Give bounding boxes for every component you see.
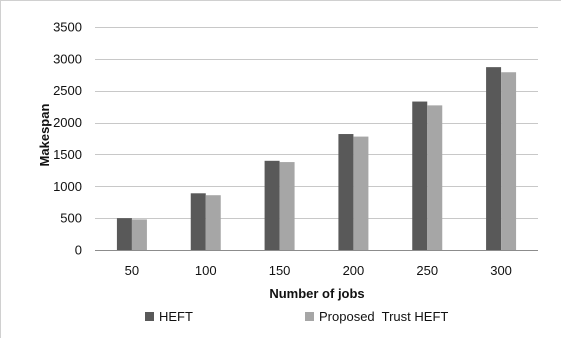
x-tick-label: 150 xyxy=(269,263,291,278)
bars xyxy=(116,67,517,251)
x-axis-tick-labels: 50 100 150 200 250 300 xyxy=(125,263,512,278)
legend-label: Proposed Trust HEFT xyxy=(319,309,448,324)
y-axis-tick-labels: 0 500 1000 1500 2000 2500 3000 3500 xyxy=(53,20,82,258)
x-axis-title: Number of jobs xyxy=(269,286,364,301)
y-tick-label: 1000 xyxy=(53,179,82,194)
bar-heft-300 xyxy=(486,67,502,250)
x-tick-label: 200 xyxy=(343,263,365,278)
bar-heft-250 xyxy=(412,101,428,250)
gridlines xyxy=(95,27,538,251)
x-tick-label: 100 xyxy=(195,263,217,278)
bar-heft-50 xyxy=(116,218,132,250)
legend: HEFT Proposed Trust HEFT xyxy=(145,309,448,324)
bar-proposed-trust-heft-150 xyxy=(279,162,295,250)
y-tick-label: 2500 xyxy=(53,83,82,98)
y-tick-label: 3500 xyxy=(53,20,82,35)
bar-proposed-trust-heft-100 xyxy=(205,195,221,250)
y-tick-label: 1500 xyxy=(53,147,82,162)
x-tick-label: 250 xyxy=(416,263,438,278)
legend-swatch xyxy=(145,312,154,321)
bar-proposed-trust-heft-300 xyxy=(501,72,517,250)
y-tick-label: 3000 xyxy=(53,51,82,66)
bar-heft-200 xyxy=(338,134,354,250)
y-tick-label: 500 xyxy=(60,211,82,226)
bar-heft-100 xyxy=(190,193,206,250)
bar-proposed-trust-heft-50 xyxy=(131,219,147,250)
x-tick-label: 50 xyxy=(125,263,139,278)
bar-proposed-trust-heft-200 xyxy=(353,136,369,250)
y-axis-title: Makespan xyxy=(37,104,52,167)
bar-proposed-trust-heft-250 xyxy=(427,105,443,251)
bar-heft-150 xyxy=(264,160,280,250)
y-tick-label: 0 xyxy=(75,243,82,258)
y-tick-label: 2000 xyxy=(53,115,82,130)
x-tick-label: 300 xyxy=(490,263,512,278)
legend-label: HEFT xyxy=(159,309,193,324)
legend-swatch xyxy=(305,312,314,321)
